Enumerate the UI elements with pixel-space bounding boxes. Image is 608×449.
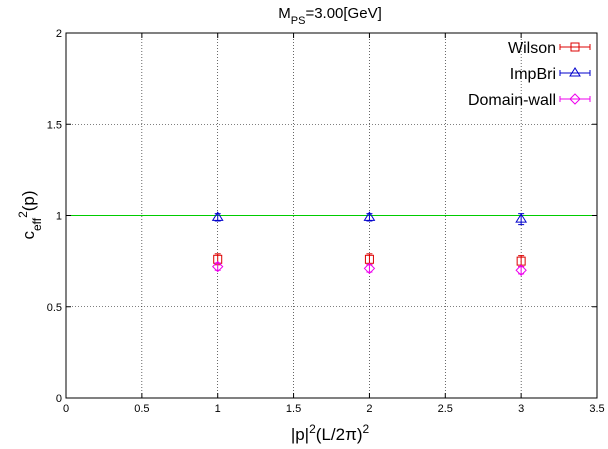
x-tick-label: 3	[518, 403, 524, 415]
y-tick-label: 1	[56, 211, 62, 223]
y-axis-label: ceff2(p)	[16, 190, 44, 239]
domain-wall-point	[363, 262, 376, 275]
y-tick-label: 2	[56, 28, 62, 40]
y-tick-label: 0	[56, 393, 62, 405]
y-tick-label: 1.5	[47, 119, 62, 131]
x-tick-label: 0.5	[134, 403, 149, 415]
legend-label-domain-wall: Domain-wall	[468, 92, 556, 109]
axis-ticks: 0 0.5 1 1.5 2 2.5 3 3.5 0 0.5 1 1.5 2	[47, 28, 605, 415]
legend: Wilson ImpBri Domain-wall	[468, 40, 591, 109]
domain-wall-point	[212, 260, 224, 273]
legend-label-impbri: ImpBri	[510, 66, 556, 83]
x-tick-label: 0	[63, 403, 69, 415]
x-tick-label: 1.5	[286, 403, 301, 415]
legend-marker-wilson	[570, 42, 580, 52]
impbri-point	[515, 213, 528, 223]
grid	[66, 33, 597, 398]
x-tick-label: 3.5	[589, 403, 604, 415]
chart-title: MPS=3.00[GeV]	[278, 5, 382, 27]
impbri-point	[211, 211, 224, 221]
legend-marker-domain-wall	[569, 93, 581, 105]
x-tick-label: 2.5	[438, 403, 453, 415]
x-axis-label: |p|2(L/2π)2	[291, 422, 370, 444]
legend-marker-impbri	[569, 67, 581, 77]
x-tick-label: 1	[215, 403, 221, 415]
impbri-point	[363, 211, 376, 221]
y-tick-label: 0.5	[47, 302, 62, 314]
legend-label-wilson: Wilson	[508, 40, 556, 57]
data-points	[211, 211, 528, 276]
x-tick-label: 2	[366, 403, 372, 415]
domain-wall-point	[515, 264, 527, 276]
